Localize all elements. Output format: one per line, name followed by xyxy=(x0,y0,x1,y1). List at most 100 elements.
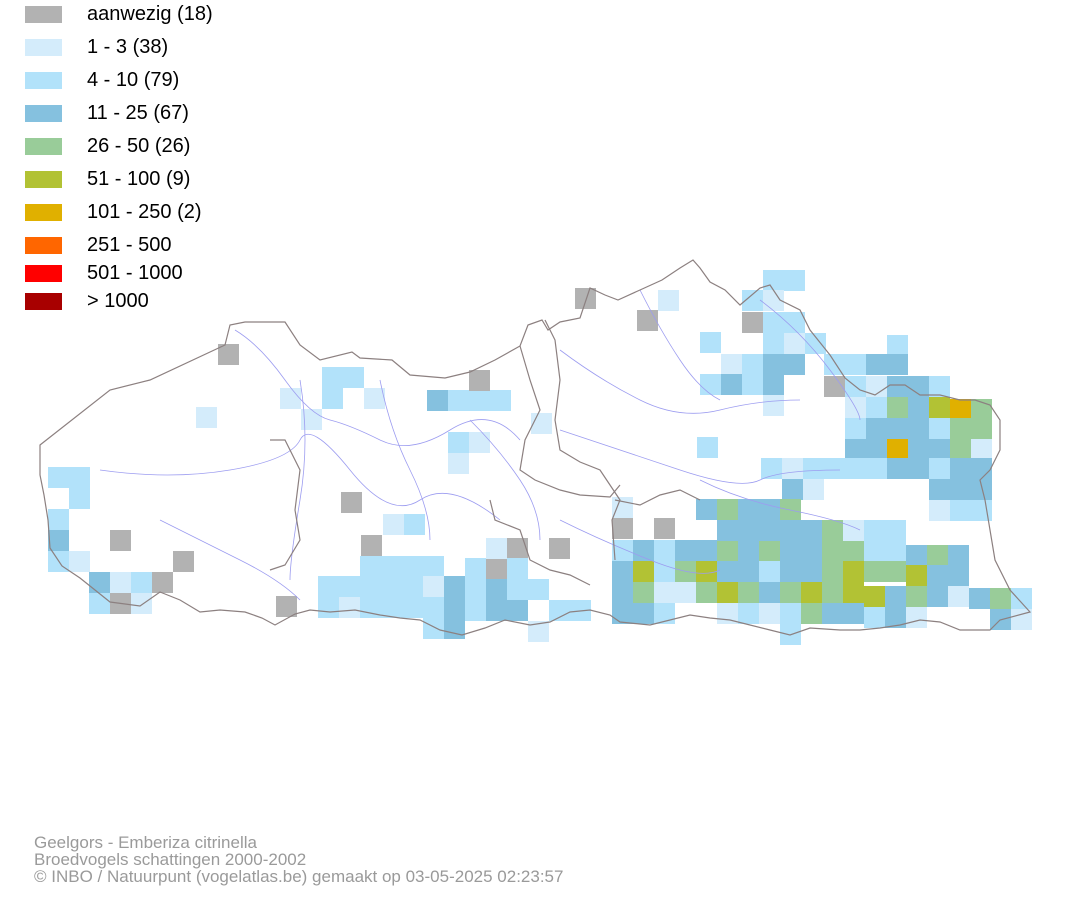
grid-cell xyxy=(402,597,423,618)
grid-cell xyxy=(784,354,805,375)
grid-cell xyxy=(929,458,950,479)
grid-cell xyxy=(469,370,490,391)
grid-cell xyxy=(906,586,927,607)
grid-cell xyxy=(721,374,742,395)
grid-cell xyxy=(906,607,927,628)
grid-cell xyxy=(612,603,633,624)
grid-cell xyxy=(528,579,549,600)
grid-cell xyxy=(822,561,843,582)
grid-cell xyxy=(845,418,866,439)
grid-cell xyxy=(908,418,929,439)
grid-cell xyxy=(322,388,343,409)
grid-cell xyxy=(887,335,908,356)
grid-cell xyxy=(717,499,738,520)
grid-cell xyxy=(887,376,908,397)
grid-cell xyxy=(110,530,131,551)
grid-cell xyxy=(404,514,425,535)
grid-cell xyxy=(929,479,950,500)
grid-cell xyxy=(69,488,90,509)
legend-label: > 1000 xyxy=(87,290,149,312)
grid-cell xyxy=(738,520,759,541)
grid-cell xyxy=(444,576,465,597)
grid-cell xyxy=(864,561,885,582)
grid-cell xyxy=(402,576,423,597)
legend-swatch xyxy=(25,171,62,188)
grid-cell xyxy=(675,582,696,603)
grid-cell xyxy=(633,540,654,561)
grid-cell xyxy=(843,582,864,603)
grid-cell xyxy=(784,312,805,333)
grid-cell xyxy=(360,576,381,597)
grid-cell xyxy=(908,397,929,418)
grid-cell xyxy=(763,312,784,333)
grid-cell xyxy=(469,432,490,453)
grid-cell xyxy=(845,439,866,460)
grid-cell xyxy=(971,418,992,439)
legend-swatch xyxy=(25,72,62,89)
grid-cell xyxy=(950,458,971,479)
grid-cell xyxy=(780,499,801,520)
grid-cell xyxy=(929,500,950,521)
grid-cell xyxy=(427,390,448,411)
grid-cell xyxy=(948,586,969,607)
grid-cell xyxy=(110,572,131,593)
grid-cell xyxy=(469,390,490,411)
grid-cell xyxy=(929,397,950,418)
grid-cell xyxy=(929,376,950,397)
grid-cell xyxy=(822,582,843,603)
grid-cell xyxy=(633,603,654,624)
grid-cell xyxy=(196,407,217,428)
grid-cell xyxy=(448,432,469,453)
grid-cell xyxy=(507,558,528,579)
grid-cell xyxy=(738,561,759,582)
grid-cell xyxy=(738,499,759,520)
grid-cell xyxy=(654,582,675,603)
grid-cell xyxy=(343,367,364,388)
grid-cell xyxy=(784,333,805,354)
grid-cell xyxy=(280,388,301,409)
legend-label: 11 - 25 (67) xyxy=(87,102,189,124)
grid-cell xyxy=(402,556,423,577)
grid-cell xyxy=(906,565,927,586)
grid-cell xyxy=(131,572,152,593)
grid-cell xyxy=(927,565,948,586)
grid-cell xyxy=(864,607,885,628)
legend-swatch xyxy=(25,204,62,221)
grid-cell xyxy=(927,545,948,566)
grid-cell xyxy=(423,556,444,577)
grid-cell xyxy=(885,541,906,562)
grid-cell xyxy=(864,541,885,562)
grid-cells xyxy=(48,270,1032,645)
grid-cell xyxy=(908,439,929,460)
grid-cell xyxy=(486,579,507,600)
grid-cell xyxy=(444,618,465,639)
grid-cell xyxy=(654,518,675,539)
grid-cell xyxy=(887,418,908,439)
grid-cell xyxy=(742,290,763,311)
grid-cell xyxy=(486,600,507,621)
grid-cell xyxy=(950,479,971,500)
rivers xyxy=(99,289,861,601)
grid-cell xyxy=(531,413,552,434)
grid-cell xyxy=(549,600,570,621)
grid-cell xyxy=(763,290,784,311)
grid-cell xyxy=(822,603,843,624)
grid-cell xyxy=(950,439,971,460)
grid-cell xyxy=(824,354,845,375)
grid-cell xyxy=(759,520,780,541)
grid-cell xyxy=(803,479,824,500)
grid-cell xyxy=(759,541,780,562)
grid-cell xyxy=(486,538,507,559)
credits: Geelgors - Emberiza citrinella Broedvoge… xyxy=(34,834,563,885)
grid-cell xyxy=(423,576,444,597)
grid-cell xyxy=(654,540,675,561)
grid-cell xyxy=(845,354,866,375)
grid-cell xyxy=(301,409,322,430)
grid-cell xyxy=(448,453,469,474)
grid-cell xyxy=(866,397,887,418)
legend-label: 251 - 500 xyxy=(87,234,172,256)
grid-cell xyxy=(339,576,360,597)
grid-cell xyxy=(950,399,971,420)
grid-cell xyxy=(761,458,782,479)
